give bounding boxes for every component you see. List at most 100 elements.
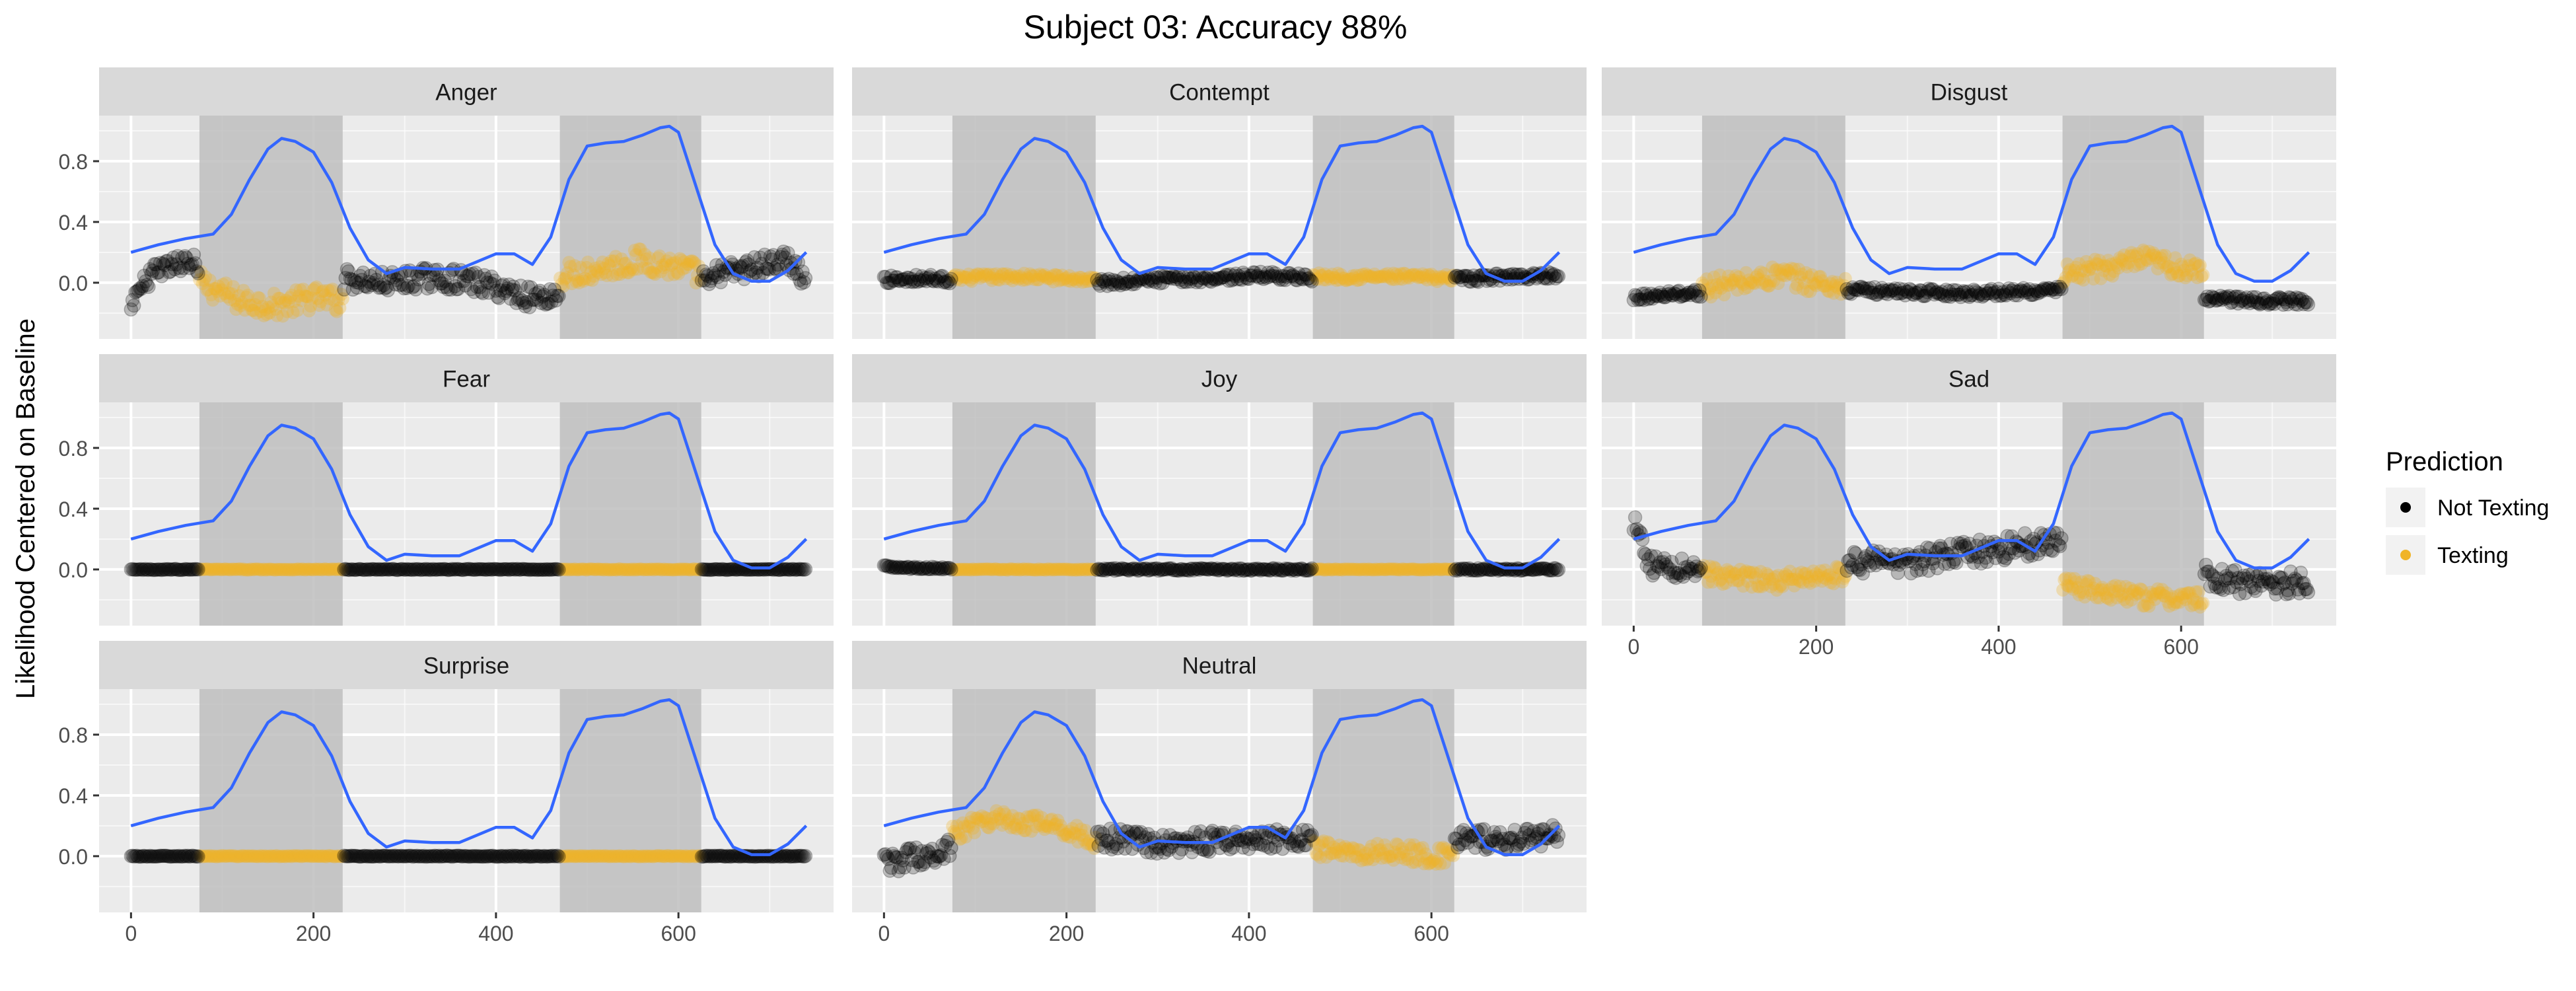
point-not-texting [740, 253, 754, 268]
point-not-texting [781, 246, 795, 260]
point-texting [1445, 274, 1459, 288]
point-texting [1697, 279, 1711, 293]
point-not-texting [423, 562, 438, 577]
point-not-texting [2280, 297, 2295, 312]
point-texting [228, 562, 242, 576]
point-not-texting [887, 274, 902, 288]
point-texting [295, 562, 308, 576]
point-not-texting [2251, 296, 2266, 311]
point-texting [2196, 268, 2210, 282]
point-texting [1828, 279, 1842, 293]
point-not-texting [1842, 285, 1857, 300]
point-not-texting [506, 279, 521, 294]
point-texting [312, 562, 326, 576]
point-not-texting [1676, 289, 1691, 303]
point-texting [1040, 272, 1054, 285]
point-texting [2141, 254, 2155, 268]
point-not-texting [518, 299, 532, 314]
point-not-texting [1679, 287, 1694, 303]
point-texting [336, 563, 349, 577]
point-texting [1760, 277, 1773, 291]
point-texting [1733, 274, 1747, 288]
point-texting [1377, 270, 1390, 283]
point-texting [1423, 269, 1437, 283]
point-not-texting [1100, 279, 1115, 293]
point-not-texting [1469, 274, 1484, 288]
point-not-texting [1878, 283, 1894, 299]
point-texting [1019, 273, 1032, 287]
point-texting [631, 262, 645, 276]
point-not-texting [2019, 283, 2034, 298]
point-not-texting [1841, 285, 1855, 301]
point-texting [1382, 270, 1396, 283]
point-not-texting [520, 562, 536, 577]
point-not-texting [1866, 285, 1880, 301]
y-tick-label: 0.8 [59, 437, 88, 460]
point-not-texting [2285, 294, 2299, 309]
point-not-texting [363, 562, 378, 577]
point-not-texting [1194, 275, 1208, 289]
point-not-texting [127, 562, 141, 577]
point-texting [600, 562, 614, 576]
point-texting [1751, 268, 1765, 282]
point-texting [2065, 270, 2079, 283]
point-texting [1789, 281, 1803, 295]
point-texting [583, 273, 596, 287]
point-texting [2063, 263, 2077, 277]
point-not-texting [456, 562, 472, 577]
point-texting [229, 562, 243, 576]
point-not-texting [728, 562, 743, 577]
point-texting [1739, 266, 1753, 279]
point-not-texting [1639, 288, 1654, 303]
point-texting [247, 563, 261, 577]
facet-label: Sad [1949, 367, 1989, 392]
point-not-texting [1651, 289, 1666, 303]
point-texting [245, 303, 259, 317]
point-texting [647, 266, 661, 280]
point-not-texting [1540, 272, 1554, 286]
point-not-texting [490, 562, 505, 577]
point-not-texting [1268, 266, 1283, 281]
point-not-texting [371, 277, 385, 293]
point-texting [1710, 277, 1724, 291]
point-texting [655, 258, 669, 272]
point-texting [2188, 257, 2201, 271]
point-texting [1344, 272, 1358, 286]
point-texting [569, 275, 583, 289]
point-texting [1768, 264, 1782, 277]
point-not-texting [448, 279, 462, 293]
point-texting [1781, 264, 1795, 277]
point-not-texting [172, 260, 187, 275]
point-not-texting [445, 562, 460, 577]
point-texting [2128, 260, 2141, 274]
point-texting [1725, 274, 1738, 287]
point-not-texting [1471, 274, 1485, 289]
point-not-texting [1225, 272, 1240, 287]
point-texting [1836, 283, 1849, 297]
point-texting [1023, 267, 1037, 281]
facet-strip [852, 67, 1587, 116]
point-not-texting [1252, 270, 1267, 285]
point-not-texting [2238, 295, 2253, 310]
point-not-texting [1861, 285, 1876, 299]
point-not-texting [1459, 269, 1474, 283]
point-texting [1379, 270, 1393, 284]
point-not-texting [1139, 273, 1154, 288]
point-not-texting [1657, 290, 1672, 305]
point-not-texting [477, 268, 491, 283]
point-not-texting [1147, 270, 1161, 285]
point-texting [956, 270, 970, 283]
point-texting [666, 563, 680, 577]
point-texting [1004, 268, 1018, 281]
point-not-texting [2015, 283, 2030, 299]
point-not-texting [1674, 289, 1690, 303]
point-texting [330, 563, 343, 577]
point-texting [219, 276, 233, 290]
point-texting [627, 562, 641, 576]
point-not-texting [1877, 285, 1892, 301]
point-not-texting [443, 562, 458, 577]
point-texting [1015, 271, 1028, 285]
point-texting [1812, 270, 1826, 283]
point-not-texting [1910, 286, 1924, 301]
